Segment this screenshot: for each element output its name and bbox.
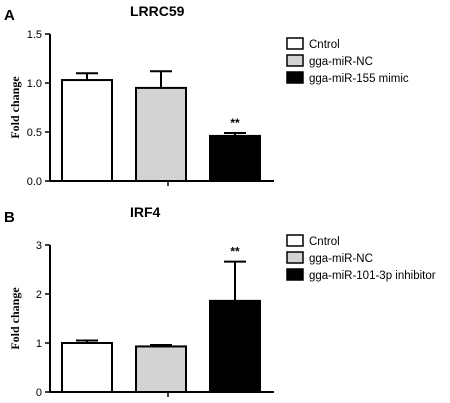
- y-tick-label: 0.0: [27, 176, 42, 188]
- y-tick-label: 2: [36, 289, 42, 301]
- legend-label: gga-miR-NC: [309, 253, 373, 265]
- legend-label: Cntrol: [309, 236, 340, 248]
- legend-label: gga-miR-101-3p inhibitor: [309, 270, 436, 282]
- legend-swatch: [286, 71, 304, 84]
- legend-label: Cntrol: [309, 39, 340, 51]
- y-tick-label: 3: [36, 240, 42, 252]
- chart-title: LRRC59: [130, 3, 185, 19]
- significance-label: **: [230, 116, 240, 130]
- y-tick-label: 0: [36, 387, 42, 399]
- y-tick-label: 1.5: [27, 29, 42, 41]
- legend-swatch: [286, 37, 304, 50]
- legend-swatch: [286, 251, 304, 264]
- bar: [135, 345, 187, 393]
- chart-title: IRF4: [130, 204, 161, 220]
- panel-letter: A: [4, 7, 15, 24]
- chart-panel-a: A LRRC59 0.0 0.5 1.0 1.5 Fold change ** Cntrol gg…: [4, 3, 409, 188]
- y-tick-label: 0.5: [27, 127, 42, 139]
- bar: [209, 134, 261, 182]
- significance-label: **: [230, 245, 240, 259]
- panel-letter: B: [4, 209, 15, 226]
- y-tick-label: 1: [36, 338, 42, 350]
- bar: [61, 79, 113, 182]
- bar: [61, 342, 113, 393]
- legend-swatch: [286, 234, 304, 247]
- legend-swatch: [286, 54, 304, 67]
- legend-swatch: [286, 268, 304, 281]
- bar: [209, 299, 261, 393]
- bar: [135, 86, 187, 182]
- legend-label: gga-miR-155 mimic: [309, 73, 409, 85]
- y-axis-label: Fold change: [8, 76, 22, 139]
- chart-panel-b: B IRF4 0 1 2 3 Fold change ** Cntrol gga-miR-NC gg…: [4, 204, 436, 399]
- y-axis-label: Fold change: [8, 287, 22, 350]
- y-tick-label: 1.0: [27, 78, 42, 90]
- legend-label: gga-miR-NC: [309, 56, 373, 68]
